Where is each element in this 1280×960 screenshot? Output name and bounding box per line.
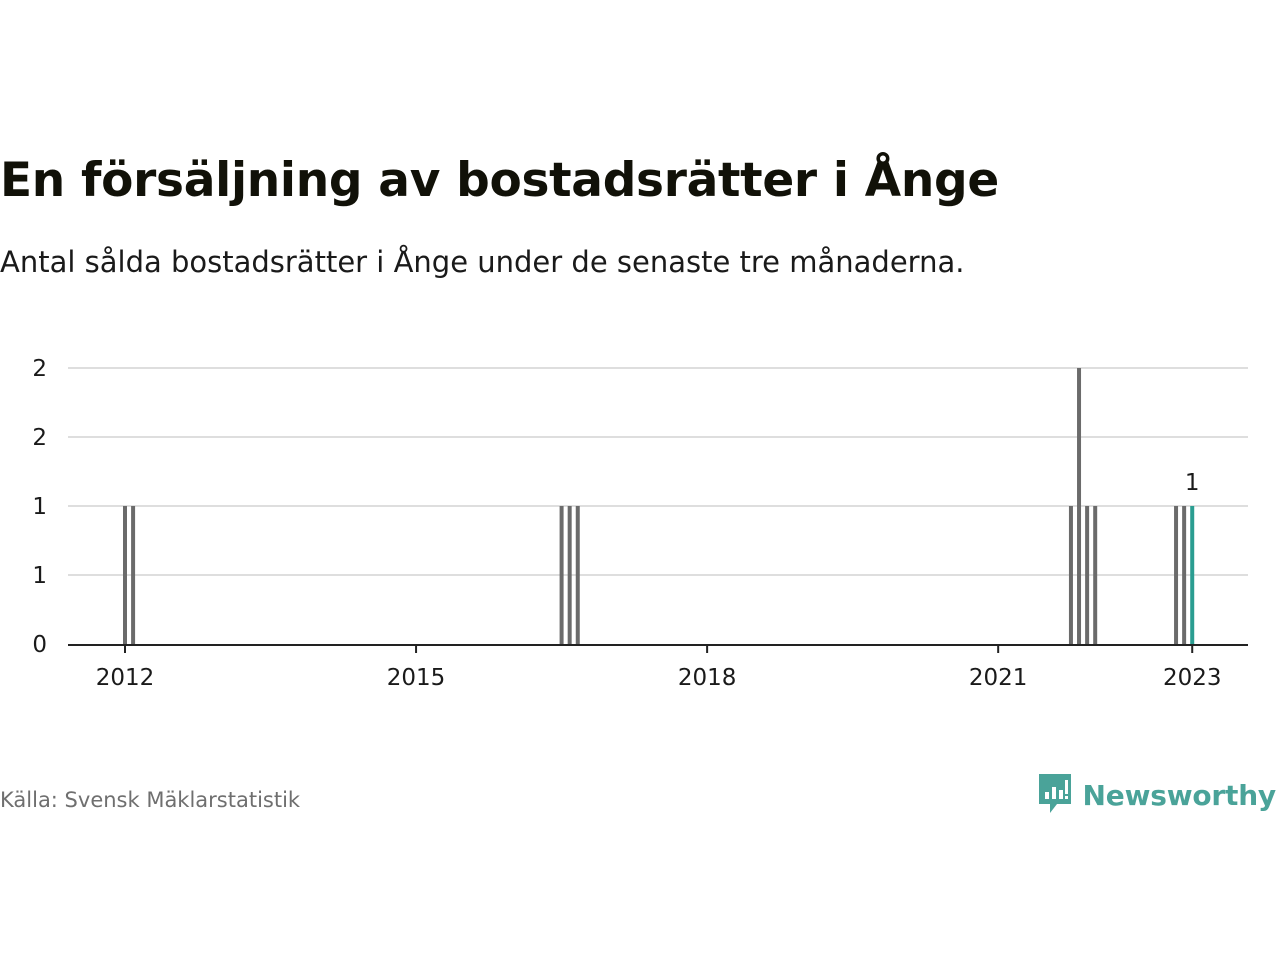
newsworthy-logo-icon [1038, 774, 1071, 813]
chart-title: En försäljning av bostadsrätter i Ånge [0, 153, 999, 208]
chart-subtitle: Antal sålda bostadsrätter i Ånge under d… [0, 245, 965, 279]
y-tick-label: 1 [32, 563, 47, 589]
bar [123, 506, 127, 644]
y-tick-label: 1 [32, 494, 47, 520]
x-tick-label: 2012 [96, 665, 155, 691]
bar [1182, 506, 1187, 644]
bar [1068, 506, 1073, 644]
brand-name: Newsworthy [1082, 778, 1277, 812]
x-tick-label: 2018 [678, 665, 737, 691]
data-label: 1 [1185, 470, 1200, 496]
gridlines [68, 367, 1248, 576]
y-axis-tick-labels: 0 1 1 2 2 [32, 356, 47, 658]
data-labels: 1 [1185, 470, 1200, 496]
bar [1077, 368, 1082, 644]
bar-chart: 0 1 1 2 2 2012 2015 2018 2021 2023 1 [32, 356, 1248, 691]
y-tick-label: 2 [32, 356, 47, 382]
y-tick-label: 2 [32, 425, 47, 451]
x-tick-label: 2023 [1163, 665, 1222, 691]
source-note: Källa: Svensk Mäklarstatistik [0, 788, 301, 812]
x-tick-label: 2015 [387, 665, 446, 691]
y-tick-label: 0 [32, 632, 47, 658]
x-axis: 2012 2015 2018 2021 2023 [68, 644, 1248, 691]
bars [123, 368, 1195, 644]
bar [575, 506, 580, 644]
brand[interactable]: Newsworthy [1037, 772, 1276, 818]
bar [567, 506, 572, 644]
bar [1085, 506, 1090, 644]
bar [1093, 506, 1098, 644]
bar-highlight [1190, 506, 1195, 644]
bar [131, 506, 136, 644]
x-tick-label: 2021 [969, 665, 1028, 691]
bar [559, 506, 564, 644]
bar [1174, 506, 1179, 644]
